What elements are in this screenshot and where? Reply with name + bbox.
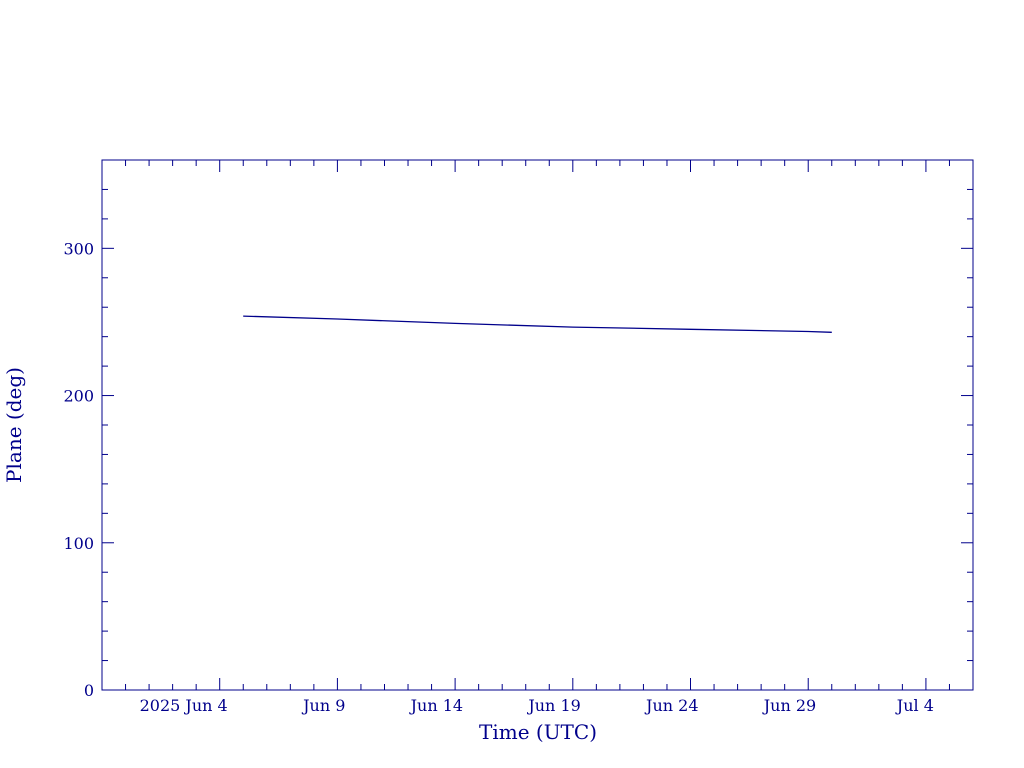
x-tick-label: Jun 24 [644, 696, 698, 715]
y-axis-label: Plane (deg) [2, 367, 26, 483]
plot-frame [101, 159, 974, 691]
x-tick-label: Jun 9 [301, 696, 345, 715]
x-tick-label: Jun 14 [409, 696, 463, 715]
y-tick-label: 100 [63, 534, 94, 553]
y-tick-label: 300 [63, 239, 94, 258]
series-line [243, 315, 832, 333]
x-tick-label: 2025 Jun 4 [140, 696, 228, 715]
x-tick-label: Jun 29 [762, 696, 816, 715]
x-axis-label: Time (UTC) [479, 720, 597, 744]
y-tick-label: 200 [63, 387, 94, 406]
data-series [243, 315, 832, 333]
x-tick-label: Jul 4 [895, 696, 934, 715]
axis-tick-labels: 0 100 200 300 2025 Jun 4 Jun 9 Jun 14 Jun 19 Jun… [63, 239, 933, 715]
x-tick-label: Jun 19 [526, 696, 580, 715]
y-tick-label: 0 [84, 681, 94, 700]
axis-ticks [101, 159, 974, 691]
